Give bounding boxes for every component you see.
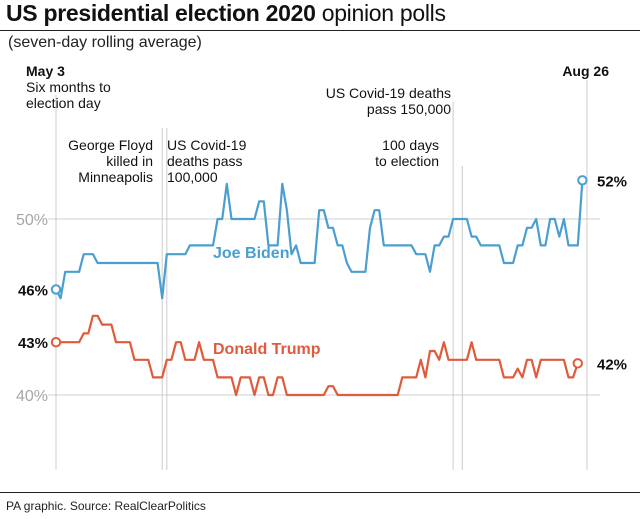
annotation-text: killed in bbox=[106, 153, 153, 169]
annotation-text: George Floyd bbox=[68, 137, 153, 153]
series-end-label: 52% bbox=[597, 173, 627, 190]
source-note: PA graphic. Source: RealClearPolitics bbox=[6, 499, 206, 513]
chart-title: US presidential election 2020 opinion po… bbox=[6, 0, 446, 27]
series-start-label: 46% bbox=[18, 282, 48, 299]
start-note-line: Six months to bbox=[26, 79, 111, 95]
footer-divider bbox=[0, 492, 640, 493]
annotation-text: US Covid-19 deaths bbox=[326, 85, 451, 101]
title-divider bbox=[0, 30, 640, 31]
y-tick-label: 40% bbox=[16, 388, 48, 405]
series-start-marker bbox=[50, 337, 62, 348]
series-start-marker bbox=[50, 284, 62, 295]
series-end-marker bbox=[572, 358, 583, 369]
annotation-text: deaths pass bbox=[167, 153, 243, 169]
series-line-0 bbox=[55, 180, 584, 300]
series-start-label: 43% bbox=[18, 335, 48, 352]
series-name-label: Joe Biden bbox=[213, 245, 289, 262]
x-label-start: May 3 bbox=[26, 63, 65, 79]
chart-subtitle: (seven-day rolling average) bbox=[8, 34, 202, 51]
series-end-marker bbox=[577, 175, 588, 186]
annotation-text: 100 days bbox=[382, 137, 439, 153]
annotation-text: pass 150,000 bbox=[367, 101, 451, 117]
x-label-end: Aug 26 bbox=[562, 63, 609, 79]
annotation-text: to election bbox=[375, 153, 439, 169]
title-light: opinion polls bbox=[321, 0, 446, 26]
annotation-text: US Covid-19 bbox=[167, 137, 247, 153]
annotation-text: 100,000 bbox=[167, 169, 218, 185]
title-bold: US presidential election 2020 bbox=[6, 0, 316, 26]
y-tick-label: 50% bbox=[16, 212, 48, 229]
start-note-line: election day bbox=[26, 95, 101, 111]
series-end-label: 42% bbox=[597, 356, 627, 373]
annotation-text: Minneapolis bbox=[78, 169, 153, 185]
series-name-label: Donald Trump bbox=[213, 341, 321, 358]
series-line-1 bbox=[56, 314, 579, 397]
